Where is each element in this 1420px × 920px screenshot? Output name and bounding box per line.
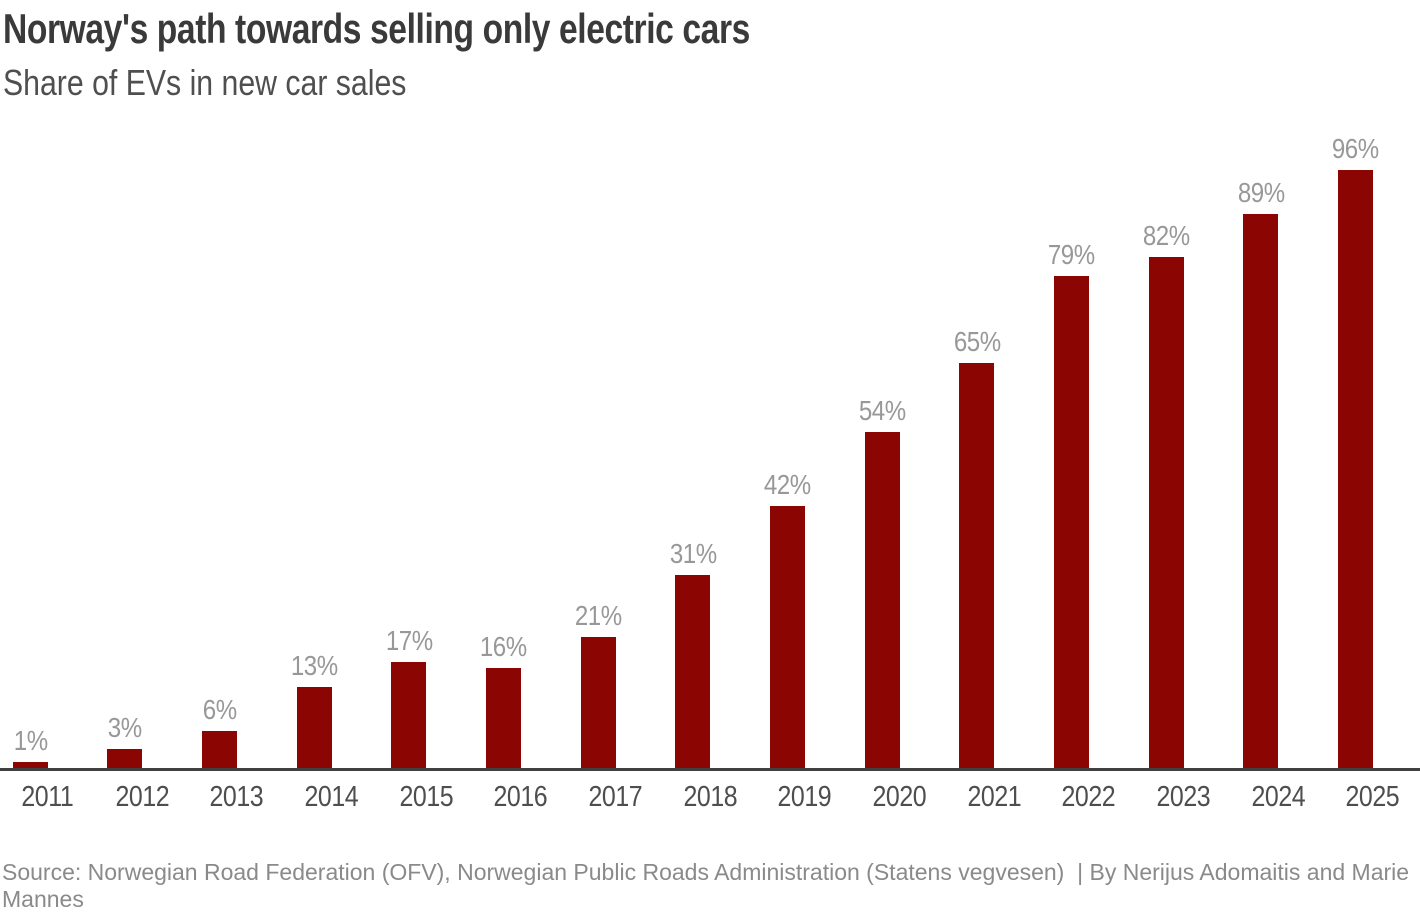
bar-2016	[486, 668, 522, 768]
value-label-2014: 13%	[290, 650, 338, 682]
x-tick-label-2013: 2013	[209, 781, 264, 813]
value-label-2011: 1%	[13, 724, 48, 756]
value-label-2022: 79%	[1048, 238, 1096, 270]
bar-column-2023: 82%	[1119, 221, 1214, 768]
x-tick-label-2022: 2022	[1061, 781, 1116, 813]
bar-2017	[580, 637, 616, 768]
x-tick-label-2024: 2024	[1251, 781, 1305, 813]
chart-subtitle: Share of EVs in new car sales	[3, 62, 407, 103]
x-tick-label-2018: 2018	[683, 781, 737, 813]
bar-column-2015: 17%	[362, 626, 457, 768]
bar-2018	[675, 574, 711, 768]
value-label-2016: 16%	[480, 631, 528, 663]
bar-2015	[391, 662, 427, 768]
value-label-2024: 89%	[1237, 176, 1285, 208]
bar-2013	[202, 730, 238, 768]
x-tick-label-2014: 2014	[304, 781, 359, 813]
bar-column-2017: 21%	[551, 601, 646, 768]
bar-column-2024: 89%	[1214, 176, 1309, 768]
x-tick-label-2023: 2023	[1156, 781, 1211, 813]
chart-title: Norway's path towards selling only elect…	[3, 5, 750, 52]
bar-column-2012: 3%	[78, 713, 173, 768]
bar-2011	[12, 761, 48, 768]
value-label-2015: 17%	[385, 625, 433, 657]
value-label-2012: 3%	[108, 712, 142, 744]
x-tick-label-2019: 2019	[777, 781, 832, 813]
bar-column-2011: 1%	[0, 724, 78, 768]
value-label-2018: 31%	[669, 537, 717, 569]
bar-2014	[296, 687, 332, 768]
value-label-2023: 82%	[1142, 220, 1190, 252]
bar-column-2018: 31%	[646, 537, 741, 768]
value-label-2021: 65%	[953, 326, 1001, 358]
bar-2012	[107, 749, 143, 768]
bar-column-2022: 79%	[1024, 238, 1119, 768]
bar-column-2013: 6%	[172, 693, 267, 768]
bar-2021	[959, 363, 995, 768]
bar-2019	[770, 506, 806, 768]
x-tick-label-2017: 2017	[588, 781, 643, 813]
bar-2025	[1338, 169, 1374, 768]
value-label-2019: 42%	[764, 469, 812, 501]
x-tick-label-2016: 2016	[493, 781, 548, 813]
x-tick-label-2011: 2011	[21, 781, 74, 813]
bar-column-2016: 16%	[456, 632, 551, 768]
bar-2024	[1243, 213, 1279, 768]
bar-column-2025: 96%	[1308, 132, 1403, 768]
value-label-2013: 6%	[202, 693, 237, 725]
value-label-2017: 21%	[574, 600, 622, 632]
x-tick-label-2015: 2015	[399, 781, 453, 813]
bar-2020	[864, 431, 900, 768]
source-note: Source: Norwegian Road Federation (OFV),…	[2, 859, 1416, 912]
x-tick-label-2012: 2012	[115, 781, 169, 813]
value-label-2020: 54%	[858, 394, 906, 426]
x-tick-label-2025: 2025	[1345, 781, 1400, 813]
bar-column-2019: 42%	[740, 470, 835, 768]
bar-2022	[1054, 275, 1090, 768]
bar-column-2020: 54%	[835, 394, 930, 768]
x-axis-line	[0, 768, 1420, 771]
bar-column-2014: 13%	[267, 651, 362, 768]
bar-column-2021: 65%	[930, 327, 1025, 768]
bar-2023	[1148, 257, 1184, 768]
x-tick-label-2020: 2020	[872, 781, 927, 813]
x-tick-label-2021: 2021	[967, 781, 1021, 813]
value-label-2025: 96%	[1332, 132, 1380, 164]
